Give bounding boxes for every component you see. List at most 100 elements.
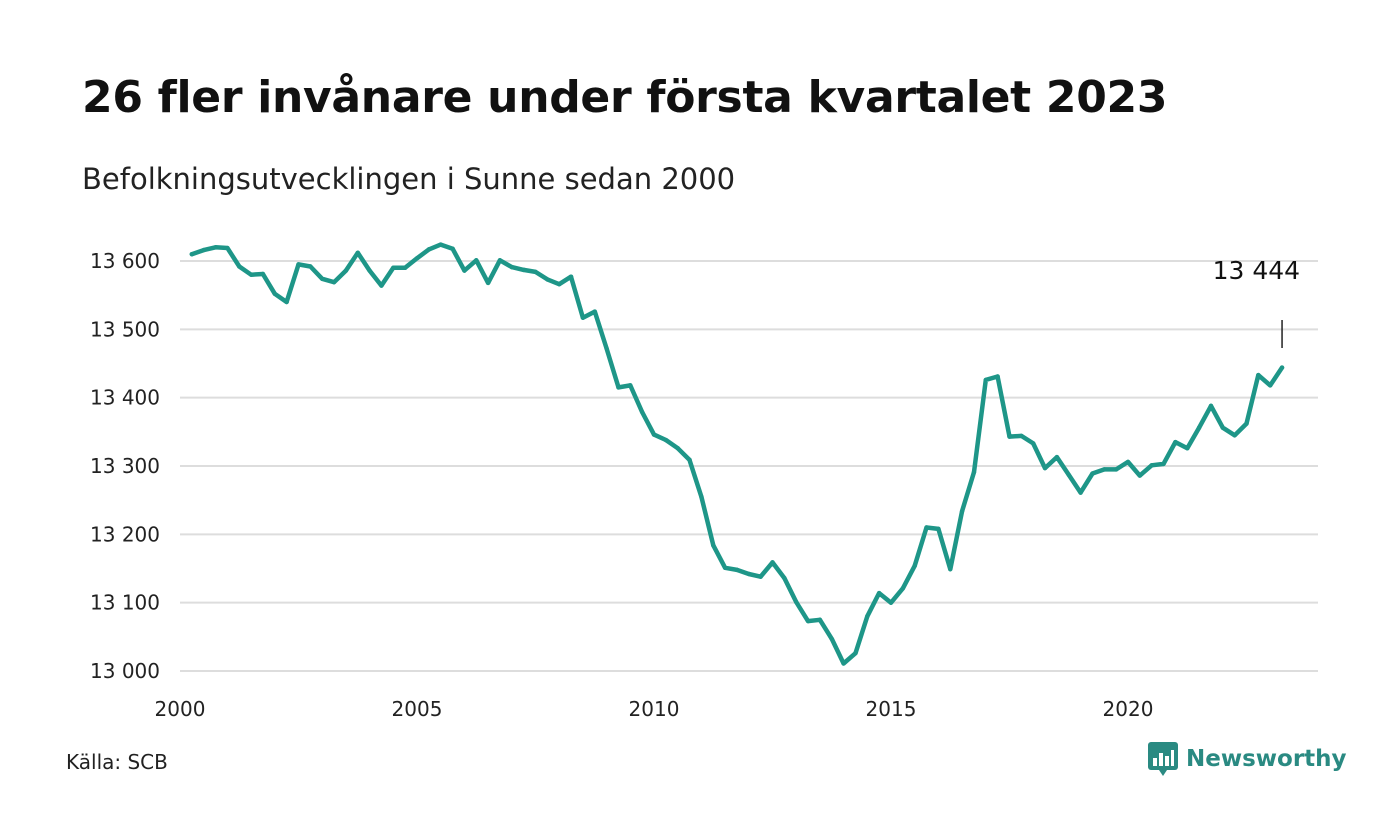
data-point [1173,439,1178,445]
data-point [426,247,432,252]
series-line [189,242,1285,666]
data-point [971,469,977,475]
end-value-label: 13 444 [1213,256,1300,285]
chart-title: 26 fler invånare under första kvartalet … [82,72,1168,123]
data-point [533,269,538,275]
data-point [675,446,680,451]
data-point [746,571,751,577]
data-point [865,614,870,619]
y-tick-label: 13 200 [90,522,160,546]
data-point [320,276,325,281]
newsworthy-logo-icon [1148,742,1178,776]
y-tick-label: 13 000 [90,659,160,683]
data-point [1007,434,1012,439]
data-point [1019,433,1024,439]
data-point [912,563,917,568]
data-point [521,267,526,273]
data-point [248,272,254,277]
y-tick-label: 13 400 [90,386,160,410]
data-point [1102,467,1107,472]
data-point [557,282,562,287]
data-point [734,567,740,573]
data-point [545,277,550,282]
data-point [924,525,929,530]
data-point [568,274,574,279]
data-point [888,600,894,605]
data-point [391,265,396,271]
data-point [995,374,1000,379]
data-point [604,346,609,351]
data-point [794,599,799,605]
data-point [900,586,906,591]
data-point [462,268,467,273]
data-point [201,247,206,253]
data-point [1256,372,1261,378]
data-point [770,560,775,565]
y-tick-label: 13 300 [90,454,160,478]
data-point [983,377,988,383]
data-point [829,636,834,642]
data-point [841,661,846,666]
data-point [1113,467,1119,472]
data-point [509,264,514,270]
data-point [1125,459,1131,465]
data-point [355,250,360,255]
data-point [687,457,692,463]
source-note: Källa: SCB [66,750,168,774]
data-point [260,271,266,277]
data-point [1042,465,1048,471]
data-point [853,651,858,656]
data-point [1279,365,1285,370]
data-point [1220,425,1226,430]
data-point [628,383,633,388]
x-axis-ticks: 2000 2005 2010 2015 2020 [155,697,1154,721]
data-point [343,268,349,273]
data-point [580,315,586,320]
x-tick-label: 2000 [155,697,206,721]
y-tick-label: 13 500 [90,317,160,341]
x-tick-label: 2020 [1103,697,1154,721]
data-point [1031,441,1036,446]
data-point [616,385,621,390]
data-point [936,526,941,532]
data-point [959,508,965,514]
data-point [817,617,823,622]
data-point [379,283,384,288]
data-point [1137,473,1143,478]
y-tick-label: 13 600 [90,249,160,273]
data-point [639,409,645,415]
data-point [272,291,277,296]
data-point [782,575,787,581]
data-point [1196,425,1202,430]
data-point [296,262,301,267]
data-point [284,299,289,305]
data-point [1232,433,1237,438]
data-point [663,437,669,443]
data-point [805,618,811,624]
chart-subtitle: Befolkningsutvecklingen i Sunne sedan 20… [82,162,736,196]
data-point [722,565,728,571]
data-point [1244,421,1249,426]
data-point [711,543,716,548]
brand-name: Newsworthy [1186,746,1347,772]
data-point [1268,383,1273,388]
x-tick-label: 2015 [866,697,917,721]
data-point [497,258,503,263]
data-point [213,245,218,250]
data-point [1161,461,1166,467]
gridlines [180,260,1318,672]
data-point [474,258,479,263]
data-point [237,264,242,269]
data-point [1149,463,1154,468]
data-point [1054,454,1060,460]
data-point [450,246,455,251]
data-point [189,251,195,257]
data-point [592,309,597,314]
x-tick-label: 2005 [392,697,443,721]
data-point [758,574,763,579]
data-point [438,242,443,247]
data-point [402,265,408,271]
data-point [331,279,337,285]
data-point [1066,472,1071,478]
